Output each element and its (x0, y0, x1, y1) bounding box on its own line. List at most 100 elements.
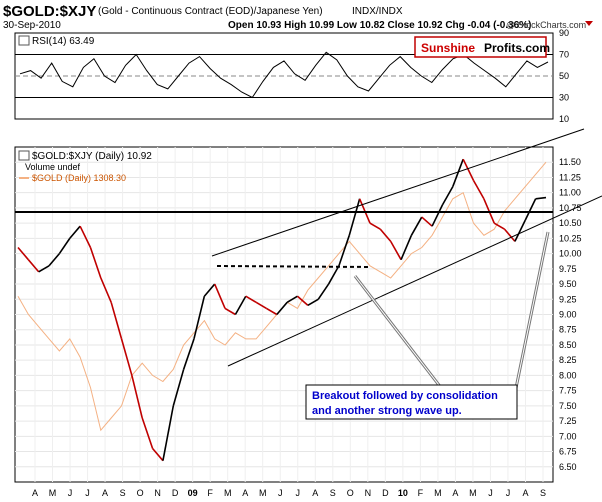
x-tick-label: F (418, 488, 424, 498)
gold-legend: $GOLD (Daily) 1308.30 (32, 173, 126, 183)
rsi-tick-label: 50 (559, 71, 569, 81)
price-segment (255, 301, 267, 310)
price-segment (317, 283, 330, 300)
x-tick-label: M (469, 488, 477, 498)
price-tick-label: 10.25 (559, 233, 582, 243)
price-grid (15, 147, 553, 482)
brand-part1: Sunshine (421, 41, 475, 55)
annotation-line2: and another strong wave up. (312, 405, 462, 417)
price-tick-label: 11.25 (559, 172, 581, 182)
x-tick-label: S (120, 488, 126, 498)
annotation-box (305, 384, 518, 420)
x-tick-label: N (365, 488, 372, 498)
x-tick-label: A (32, 488, 38, 498)
price-tick-label: 9.25 (559, 294, 577, 304)
price-tick-label: 8.50 (559, 340, 577, 350)
price-segment (524, 198, 537, 221)
annotation-line1: Breakout followed by consolidation (312, 390, 498, 402)
price-tick-label: 10.00 (559, 249, 582, 259)
chart-description: (Gold - Continuous Contract (EOD)/Japane… (98, 6, 323, 17)
price-segment (431, 204, 444, 227)
lower-channel-line (227, 195, 602, 367)
price-tick-label: 6.50 (559, 462, 577, 472)
dropdown-triangle-icon[interactable] (585, 21, 593, 26)
x-tick-label: M (259, 488, 267, 498)
price-segment (203, 283, 216, 297)
price-segment (493, 222, 505, 230)
price-segment (410, 216, 423, 236)
rsi-tick-label: 10 (559, 114, 569, 124)
price-segment (131, 375, 144, 419)
price-tick-label: 6.75 (559, 447, 577, 457)
price-segment (503, 228, 516, 242)
price-segment (182, 338, 195, 370)
price-tick-label: 8.25 (559, 355, 577, 365)
price-tick-label: 9.00 (559, 310, 577, 320)
price-tick-label: 7.50 (559, 401, 577, 411)
price-segment (276, 301, 288, 316)
x-tick-label: A (242, 488, 248, 498)
x-tick-label: J (68, 488, 73, 498)
x-tick-label: J (296, 488, 301, 498)
sunshine-profits-logo[interactable] (414, 36, 547, 58)
price-segment (17, 246, 29, 261)
price-tick-label: 11.50 (559, 157, 581, 167)
x-tick-label: J (506, 488, 511, 498)
price-segment (348, 198, 361, 236)
x-tick-label: A (452, 488, 458, 498)
price-segment (48, 253, 61, 267)
volume-legend: Volume undef (25, 162, 81, 172)
x-tick-label: J (488, 488, 493, 498)
x-tick-label: J (85, 488, 90, 498)
price-segment (245, 295, 257, 304)
quote-line: Open 10.93 High 10.99 Low 10.82 Close 10… (228, 20, 531, 31)
price-segment (58, 237, 71, 255)
rsi-tick-label: 70 (559, 50, 569, 60)
chart-date: 30-Sep-2010 (3, 20, 61, 31)
x-tick-label: M (434, 488, 442, 498)
price-tick-label: 10.50 (559, 218, 582, 228)
price-icon (18, 150, 30, 161)
x-tick-label: A (312, 488, 318, 498)
price-segment (338, 235, 351, 267)
price-segment (79, 225, 92, 248)
x-axis-labels: A M J J A S O N D 09 F M A M J J A S O N D 10 F M A M J J A S (32, 488, 546, 498)
rsi-legend: RSI(14) 63.49 (32, 36, 95, 47)
price-segment (421, 216, 433, 227)
price-segment (483, 198, 495, 224)
price-tick-label: 7.00 (559, 431, 577, 441)
price-segment (69, 225, 81, 239)
x-tick-label: N (154, 488, 161, 498)
price-tick-label: 11.00 (559, 188, 581, 198)
upper-channel-line (211, 128, 585, 257)
rsi-tick-label: 90 (559, 28, 569, 38)
price-segment (120, 338, 133, 376)
rsi-tick-labels: 90 70 50 30 10 (559, 28, 569, 124)
price-segment (358, 198, 371, 224)
x-tick-label: S (540, 488, 546, 498)
price-tick-label: 8.00 (559, 370, 577, 380)
rsi-icon (18, 35, 30, 46)
price-segment (89, 247, 102, 279)
price-segment (514, 219, 527, 242)
price-tick-label: 9.50 (559, 279, 577, 289)
price-segment (327, 265, 340, 285)
price-segment (38, 265, 50, 273)
x-tick-label: A (102, 488, 108, 498)
consolidation-top-line (216, 265, 372, 268)
x-tick-label: D (172, 488, 179, 498)
chart-exchange: INDX/INDX (352, 6, 403, 17)
rsi-tick-label: 30 (559, 93, 569, 103)
price-segment (110, 302, 123, 340)
price-tick-label: 8.75 (559, 325, 577, 335)
price-tick-label: 7.25 (559, 416, 577, 426)
x-tick-label: M (49, 488, 57, 498)
price-tick-labels: 11.50 11.25 11.00 10.75 10.50 10.25 10.00 9.75 9… (559, 157, 582, 472)
x-tick-label: J (278, 488, 283, 498)
x-tick-label: O (347, 488, 354, 498)
price-segment (213, 283, 226, 309)
price-segment (307, 298, 319, 307)
stockcharts-credit: @ StockCharts.com (506, 20, 586, 30)
price-segment (224, 307, 236, 316)
